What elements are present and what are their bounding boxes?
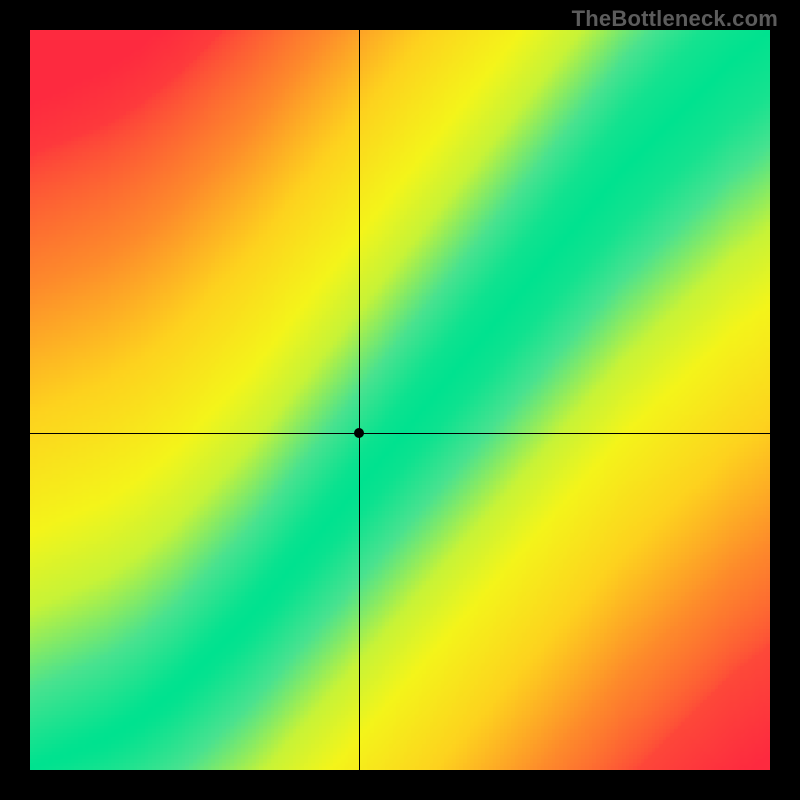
watermark-text: TheBottleneck.com — [572, 6, 778, 32]
chart-frame: TheBottleneck.com — [0, 0, 800, 800]
bottleneck-heatmap — [30, 30, 770, 770]
